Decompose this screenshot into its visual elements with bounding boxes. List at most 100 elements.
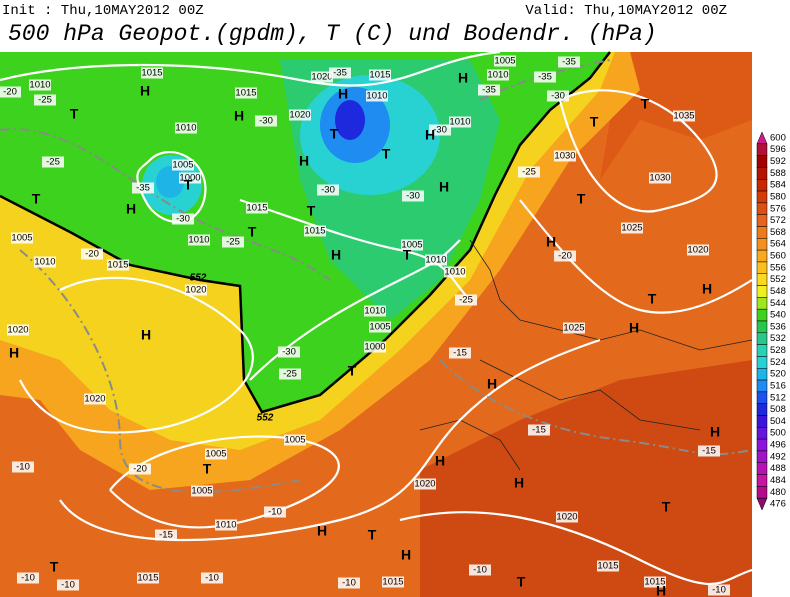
pressure-label: 1020 xyxy=(687,245,708,256)
temperature-label: -25 xyxy=(522,167,536,178)
label-box xyxy=(235,87,257,99)
pressure-center: H xyxy=(401,547,411,563)
temperature-label: -10 xyxy=(21,573,35,584)
label-box xyxy=(304,225,326,237)
pressure-label: 1025 xyxy=(621,223,642,234)
temperature-label: -10 xyxy=(61,580,75,591)
label-box xyxy=(279,368,301,380)
colorbar-swatch xyxy=(756,238,768,251)
label-box xyxy=(621,222,643,234)
colorbar-swatch xyxy=(756,179,768,192)
pressure-center: H xyxy=(514,475,524,491)
colorbar-label: 592 xyxy=(770,156,786,167)
label-box xyxy=(547,90,569,102)
pressure-center: H xyxy=(425,127,435,143)
temperature-label: -30 xyxy=(282,347,296,358)
label-box xyxy=(172,213,194,225)
label-box xyxy=(382,576,404,588)
label-box xyxy=(556,511,578,523)
pressure-center: H xyxy=(234,108,244,124)
temperature-label: -30 xyxy=(321,185,335,196)
temperature-label: -10 xyxy=(268,507,282,518)
geopotential-label: 552 xyxy=(190,273,207,284)
pressure-center: T xyxy=(248,224,257,240)
pressure-label: 1010 xyxy=(449,117,470,128)
pressure-center: T xyxy=(70,106,79,122)
label-box xyxy=(278,346,300,358)
temperature-label: -30 xyxy=(551,91,565,102)
temperature-label: -10 xyxy=(16,462,30,473)
pressure-label: 1020 xyxy=(414,479,435,490)
pressure-label: 1030 xyxy=(649,173,670,184)
pressure-label: 1005 xyxy=(494,56,515,67)
pressure-label: 1015 xyxy=(137,573,158,584)
colorbar-swatch xyxy=(756,427,768,440)
label-box xyxy=(597,560,619,572)
colorbar-label: 552 xyxy=(770,274,786,285)
colorbar-swatch xyxy=(756,285,768,298)
isobar xyxy=(19,276,254,434)
colorbar-label: 560 xyxy=(770,251,786,262)
colorbar-label: 528 xyxy=(770,345,786,356)
pressure-center: T xyxy=(641,96,650,112)
pressure-label: 1010 xyxy=(215,520,236,531)
isobar xyxy=(519,199,753,314)
temperature-label: -30 xyxy=(406,191,420,202)
temperature-label: -25 xyxy=(46,157,60,168)
colorbar-label: 576 xyxy=(770,203,786,214)
colorbar-label: 496 xyxy=(770,440,786,451)
label-box xyxy=(369,69,391,81)
label-box xyxy=(469,564,491,576)
label-box xyxy=(673,110,695,122)
pressure-label: 1015 xyxy=(304,226,325,237)
colorbar-label: 596 xyxy=(770,144,786,155)
label-box xyxy=(205,448,227,460)
pressure-center: T xyxy=(590,114,599,130)
isotherm xyxy=(439,359,753,456)
colorbar-swatch xyxy=(756,202,768,215)
label-box xyxy=(558,56,580,68)
label-box xyxy=(155,529,177,541)
colorbar-swatch xyxy=(756,273,768,286)
pressure-center: T xyxy=(382,146,391,162)
pressure-center: H xyxy=(299,153,309,169)
colorbar-swatch xyxy=(756,214,768,227)
label-box xyxy=(246,202,268,214)
temperature-label: -25 xyxy=(459,295,473,306)
colorbar-swatch xyxy=(756,403,768,416)
pressure-center: H xyxy=(546,234,556,250)
pressure-label: 1010 xyxy=(444,267,465,278)
label-box xyxy=(487,69,509,81)
colorbar-label: 500 xyxy=(770,428,786,439)
pressure-center: T xyxy=(368,527,377,543)
colorbar-label: 492 xyxy=(770,451,786,462)
colorbar-swatch xyxy=(756,356,768,369)
pressure-label: 1005 xyxy=(284,435,305,446)
label-box xyxy=(649,172,671,184)
label-box xyxy=(29,79,51,91)
colorbar-swatch xyxy=(756,438,768,452)
field-red-ne xyxy=(560,52,752,180)
pressure-center: H xyxy=(126,201,136,217)
pressure-center: H xyxy=(141,327,151,343)
label-box xyxy=(687,244,709,256)
label-box xyxy=(42,156,64,168)
isobar xyxy=(109,435,340,529)
pressure-label: 1030 xyxy=(554,151,575,162)
colorbar-swatch xyxy=(756,462,768,475)
temperature-label: -10 xyxy=(342,578,356,589)
label-box xyxy=(429,124,451,136)
label-box xyxy=(264,506,286,518)
colorbar-label: 504 xyxy=(770,416,786,427)
label-box xyxy=(338,577,360,589)
label-box xyxy=(215,519,237,531)
colorbar-label: 572 xyxy=(770,215,786,226)
colorbar-label: 488 xyxy=(770,463,786,474)
label-box xyxy=(137,572,159,584)
temperature-label: -30 xyxy=(176,214,190,225)
colorbar-swatch xyxy=(756,344,768,357)
map-field xyxy=(0,50,753,597)
colorbar-swatch xyxy=(756,368,768,381)
label-box xyxy=(698,445,720,457)
